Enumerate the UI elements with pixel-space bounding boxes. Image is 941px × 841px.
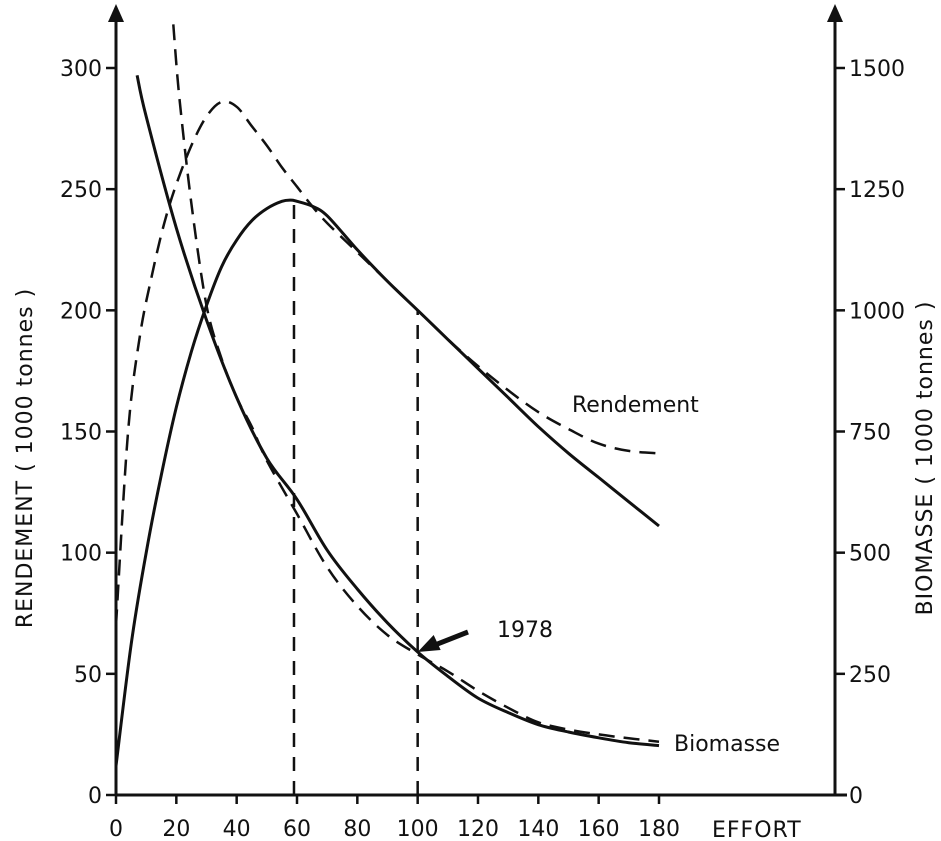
rendement-solid-line (114, 198, 660, 767)
y-axis-title-right: BIOMASSE ( 1000 tonnes ) (913, 301, 938, 616)
x-tick-label: 40 (223, 817, 251, 841)
year-1978-label: 1978 (497, 618, 553, 643)
biomasse-label: Biomasse (674, 732, 780, 757)
y-tick-label-left: 0 (88, 784, 102, 809)
y-tick-label-left: 250 (60, 178, 102, 203)
biomasse-solid-line (135, 74, 660, 748)
biomasse-dashed-line (172, 24, 660, 743)
y-tick-label-right: 250 (849, 663, 891, 688)
x-tick-label: 60 (283, 817, 311, 841)
axes: 0 20 40 60 80 100 120 140 160 180 0 50 100 150 200 250 3… (60, 4, 905, 841)
year-1978-arrow-head (417, 635, 441, 653)
x-tick-label: 140 (517, 817, 559, 841)
y-tick-label-left: 200 (60, 299, 102, 324)
y-tick-label-right: 750 (849, 421, 891, 446)
y-tick-label-right: 1250 (849, 178, 905, 203)
x-tick-label: 160 (578, 817, 620, 841)
chart-labels: EFFORT RENDEMENT ( 1000 tonnes ) BIOMASS… (13, 288, 938, 841)
x-tick-label: 80 (343, 817, 371, 841)
x-tick-label: 100 (397, 817, 439, 841)
y-tick-label-left: 100 (60, 542, 102, 567)
y-tick-label-left: 150 (60, 421, 102, 446)
y-axis-left-arrow (108, 4, 124, 22)
annotation-marks (417, 629, 469, 653)
rendement-dashed-line (114, 100, 660, 626)
x-axis-title: EFFORT (712, 818, 802, 841)
x-tick-label: 120 (457, 817, 499, 841)
y-tick-label-right: 0 (849, 784, 863, 809)
y-tick-label-right: 1500 (849, 57, 905, 82)
rendement-label: Rendement (572, 393, 699, 418)
reference-lines (292, 200, 419, 795)
y-axis-right-arrow (827, 4, 843, 22)
x-tick-label: 180 (638, 817, 680, 841)
y-tick-label-right: 500 (849, 542, 891, 567)
y-tick-label-left: 50 (74, 663, 102, 688)
x-tick-label: 0 (109, 817, 123, 841)
series-group (114, 24, 660, 767)
y-tick-label-left: 300 (60, 57, 102, 82)
x-tick-label: 20 (162, 817, 190, 841)
y-tick-label-right: 1000 (849, 299, 905, 324)
y-axis-title-left: RENDEMENT ( 1000 tonnes ) (13, 288, 38, 628)
